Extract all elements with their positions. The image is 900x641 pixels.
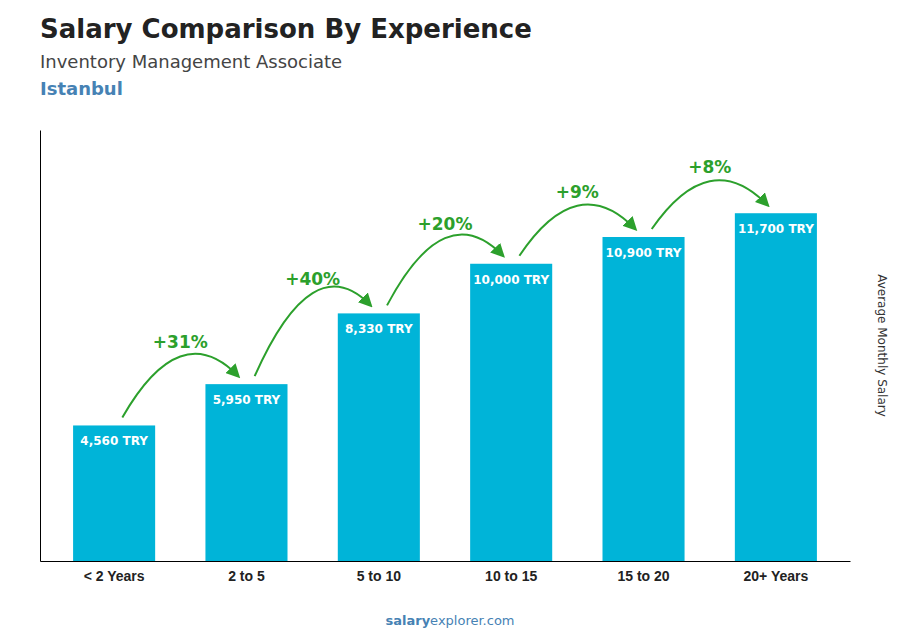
change-arrow bbox=[652, 180, 768, 229]
title: Salary Comparison By Experience bbox=[40, 14, 532, 44]
x-tick-label: 15 to 20 bbox=[617, 568, 669, 584]
bar bbox=[338, 313, 420, 561]
data-label: 8,330 TRY bbox=[345, 322, 413, 336]
annotations: +31% +40% +20% +9% +8% bbox=[122, 157, 767, 417]
annotation: +40% bbox=[285, 269, 340, 289]
bar bbox=[470, 264, 552, 561]
change-arrow bbox=[255, 287, 371, 377]
x-tick: < 2 Years bbox=[84, 568, 145, 584]
chart: Salary Comparison By Experience Inventory… bbox=[0, 0, 900, 641]
x-tick-label: 2 to 5 bbox=[228, 568, 265, 584]
data-label: 11,700 TRY bbox=[738, 222, 814, 236]
bar bbox=[205, 384, 287, 561]
plot-area bbox=[73, 213, 817, 561]
y-axis-line bbox=[40, 131, 41, 562]
x-tick: 5 to 10 bbox=[357, 568, 402, 584]
x-tick-label: 5 to 10 bbox=[357, 568, 402, 584]
x-tick: 10 to 15 bbox=[485, 568, 537, 584]
annotation: +31% bbox=[153, 332, 208, 352]
change-arrow bbox=[122, 354, 238, 418]
x-axis-line bbox=[41, 561, 851, 562]
subtitle: Inventory Management Associate bbox=[40, 51, 342, 72]
annotation: +20% bbox=[418, 214, 473, 234]
x-tick: 15 to 20 bbox=[617, 568, 669, 584]
x-axis: < 2 Years 2 to 5 5 to 10 10 to 15 15 to 20 20… bbox=[41, 562, 851, 584]
change-arrow bbox=[387, 235, 503, 306]
x-tick-label: < 2 Years bbox=[84, 568, 145, 584]
data-label: 4,560 TRY bbox=[80, 434, 148, 448]
change-arrow bbox=[519, 204, 635, 255]
data-label: 10,000 TRY bbox=[473, 273, 549, 287]
footer-part: explorer.com bbox=[430, 613, 514, 628]
bar bbox=[73, 425, 155, 561]
data-label: 10,900 TRY bbox=[606, 246, 682, 260]
y-axis-title: Average Monthly Salary bbox=[875, 274, 889, 417]
annotation: +9% bbox=[556, 182, 599, 202]
bar bbox=[735, 213, 817, 561]
x-tick: 20+ Years bbox=[743, 568, 808, 584]
city: Istanbul bbox=[40, 78, 123, 99]
bar bbox=[603, 237, 685, 561]
annotation: +8% bbox=[688, 157, 731, 177]
footer-part: salary bbox=[385, 613, 430, 628]
footer: salaryexplorer.com bbox=[385, 613, 514, 628]
data-label: 5,950 TRY bbox=[213, 393, 281, 407]
y-axis bbox=[40, 131, 41, 562]
data-labels: 4,560 TRY 5,950 TRY 8,330 TRY 10,000 TRY 10,… bbox=[80, 222, 814, 448]
x-tick: 2 to 5 bbox=[228, 568, 265, 584]
x-tick-label: 20+ Years bbox=[743, 568, 808, 584]
x-tick-label: 10 to 15 bbox=[485, 568, 537, 584]
